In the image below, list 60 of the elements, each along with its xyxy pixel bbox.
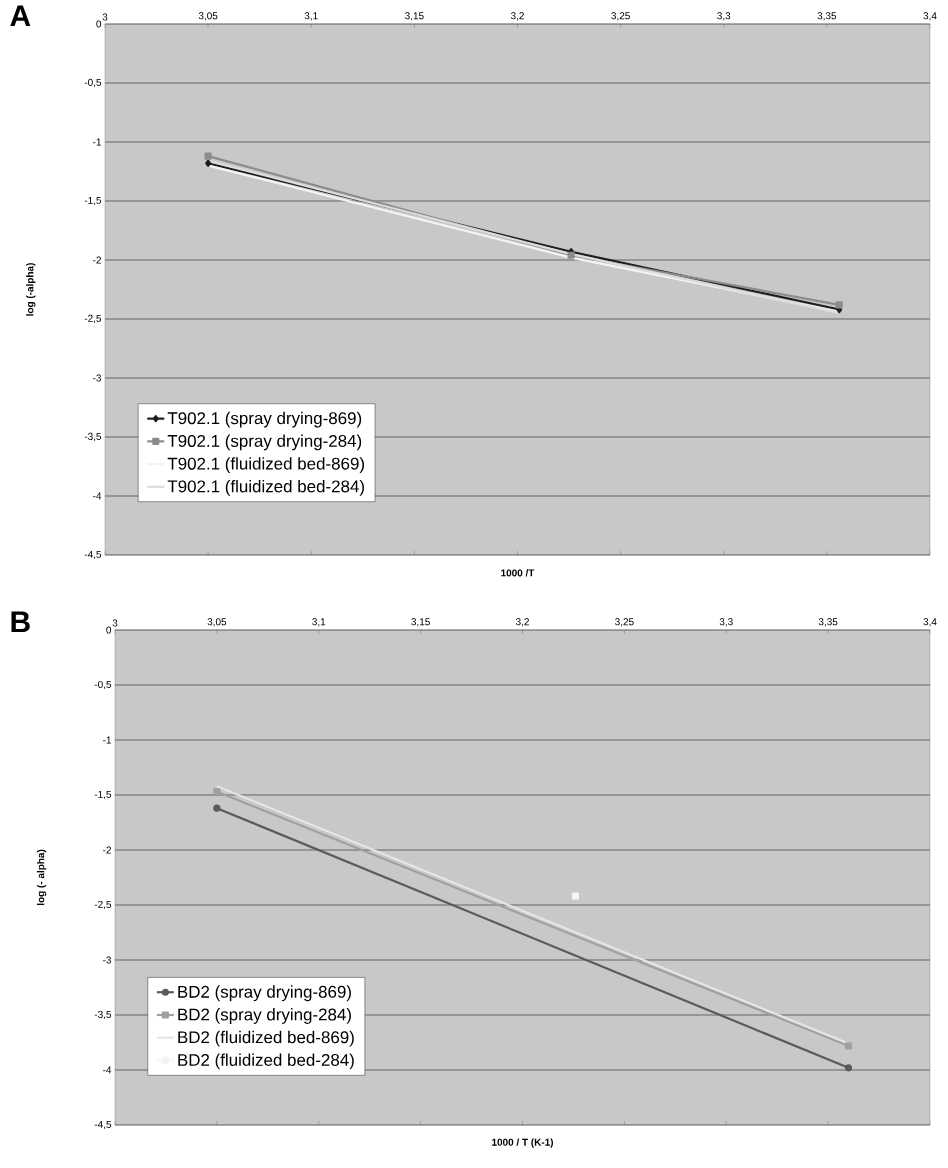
legend-label: T902.1 (spray drying-284) bbox=[167, 434, 362, 451]
x-tick-label: 3,2 bbox=[515, 618, 529, 627]
x-axis-title: 1000 / T (K-1) bbox=[492, 1138, 553, 1148]
x-tick-label: 3,35 bbox=[817, 12, 837, 21]
y-tick-label: -2,5 bbox=[94, 900, 112, 910]
x-tick-label: 3,05 bbox=[198, 12, 218, 21]
y-tick-label: -1 bbox=[103, 736, 111, 744]
y-tick-label: -4 bbox=[93, 492, 102, 500]
legend-label: BD2 (spray drying-869) bbox=[178, 985, 351, 1002]
chart-title: A bbox=[10, 5, 31, 27]
x-tick-label: 3,05 bbox=[207, 618, 227, 627]
x-tick-label: 3,3 bbox=[717, 12, 731, 21]
x-tick-label: 3,4 bbox=[923, 12, 937, 21]
y-tick-label: -3 bbox=[103, 956, 112, 964]
point bbox=[571, 892, 580, 900]
y-tick-label: -3,5 bbox=[94, 1010, 112, 1020]
x-tick-label: 3,2 bbox=[510, 12, 524, 21]
point bbox=[835, 301, 843, 309]
point bbox=[205, 159, 212, 167]
x-tick-label: 3 bbox=[102, 13, 108, 21]
legend-label: T902.1 (fluidized bed-869) bbox=[167, 457, 364, 473]
legend-label: BD2 (spray drying-284) bbox=[178, 1008, 351, 1024]
x-tick-label: 3,3 bbox=[719, 618, 733, 627]
legend-label: BD2 (fluidized bed-869) bbox=[178, 1030, 354, 1047]
y-tick-label: -4 bbox=[103, 1066, 112, 1074]
y-tick-label: 0 bbox=[106, 626, 112, 634]
y-tick-label: -0,5 bbox=[94, 680, 112, 690]
x-tick-label: 3,35 bbox=[818, 618, 838, 627]
y-tick-label: -1,5 bbox=[84, 196, 102, 206]
y-tick-label: -1,5 bbox=[94, 790, 112, 800]
chart-title: B bbox=[11, 611, 30, 633]
x-tick-label: 3,15 bbox=[405, 12, 424, 21]
x-tick-label: 3,4 bbox=[923, 618, 937, 627]
x-tick-label: 3,25 bbox=[611, 12, 630, 21]
x-tick-label: 3,15 bbox=[411, 618, 430, 627]
y-tick-label: -1 bbox=[93, 138, 101, 146]
x-tick-label: 3 bbox=[112, 619, 118, 627]
y-tick-label: -3 bbox=[93, 374, 102, 382]
y-tick-label: 0 bbox=[96, 20, 102, 28]
x-tick-label: 3,1 bbox=[312, 618, 326, 627]
legend-label: T902.1 (spray drying-869) bbox=[167, 411, 362, 428]
y-tick-label: -2 bbox=[103, 846, 111, 854]
x-tick-label: 3,25 bbox=[615, 618, 634, 627]
x-axis-title: 1000 /T bbox=[501, 569, 535, 577]
legend-label: T902.1 (fluidized bed-284) bbox=[167, 479, 364, 496]
legend-label: BD2 (fluidized bed-284) bbox=[178, 1053, 354, 1070]
point bbox=[213, 788, 221, 796]
y-tick-label: -4,5 bbox=[84, 550, 102, 560]
x-tick-label: 3,1 bbox=[304, 12, 318, 21]
y-tick-label: -2 bbox=[93, 256, 101, 264]
point bbox=[204, 152, 212, 160]
point bbox=[213, 804, 221, 812]
point bbox=[844, 1064, 853, 1072]
y-tick-label: -2,5 bbox=[84, 314, 102, 324]
y-axis-title: log (- alpha) bbox=[36, 849, 47, 906]
y-tick-label: -0,5 bbox=[84, 78, 102, 88]
y-tick-label: -4,5 bbox=[94, 1120, 112, 1130]
y-tick-label: -3,5 bbox=[84, 432, 102, 442]
y-axis-title: log (-alpha) bbox=[26, 263, 36, 316]
point bbox=[844, 1042, 853, 1050]
